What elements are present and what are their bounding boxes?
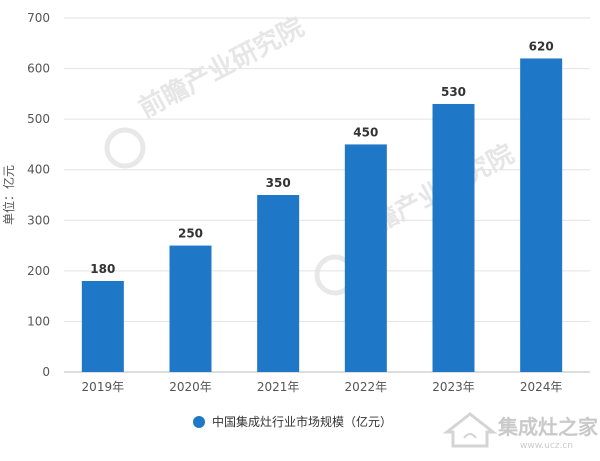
legend-label: 中国集成灶行业市场规模（亿元） [212, 414, 392, 429]
x-tick-label: 2024年 [520, 380, 563, 394]
y-tick-label: 700 [27, 11, 50, 25]
bars [81, 58, 563, 372]
y-tick-label: 100 [27, 314, 50, 328]
bar [81, 280, 124, 372]
svg-text:前瞻产业研究院: 前瞻产业研究院 [134, 11, 309, 124]
gridlines [64, 17, 590, 373]
legend-marker [193, 416, 205, 428]
y-tick-label: 200 [27, 264, 50, 278]
bar [432, 103, 475, 372]
y-tick-label: 500 [27, 112, 50, 126]
data-label: 250 [178, 227, 203, 241]
y-tick-label: 600 [27, 62, 50, 76]
brand-url: www.ucz.cn [520, 441, 573, 451]
y-tick-label: 400 [27, 163, 50, 177]
x-tick-label: 2022年 [345, 380, 388, 394]
house-icon [442, 412, 498, 448]
bar [520, 58, 563, 372]
data-label: 450 [353, 125, 378, 139]
brand-logo: 集成灶之家 www.ucz.cn [442, 412, 599, 451]
brand-name: 集成灶之家 [497, 415, 599, 439]
legend: 中国集成灶行业市场规模（亿元） [193, 414, 392, 429]
bar [344, 144, 387, 372]
y-tick-label: 300 [27, 213, 50, 227]
data-label: 530 [441, 85, 466, 99]
bar [169, 245, 212, 372]
x-tick-label: 2021年 [257, 380, 300, 394]
data-label: 350 [266, 176, 291, 190]
x-axis-ticks: 2019年 2020年 2021年 2022年 2023年 2024年 [82, 380, 563, 394]
data-labels: 180 250 350 450 530 620 [90, 39, 553, 276]
x-tick-label: 2019年 [82, 380, 125, 394]
data-label: 180 [90, 262, 115, 276]
bar [257, 195, 300, 372]
y-tick-label: 0 [42, 365, 50, 379]
x-tick-label: 2020年 [169, 380, 212, 394]
x-tick-label: 2023年 [432, 380, 475, 394]
y-axis-label: 单位：亿元 [1, 165, 16, 225]
y-axis-ticks: 0 100 200 300 400 500 600 700 [27, 11, 50, 379]
data-label: 620 [529, 39, 554, 53]
